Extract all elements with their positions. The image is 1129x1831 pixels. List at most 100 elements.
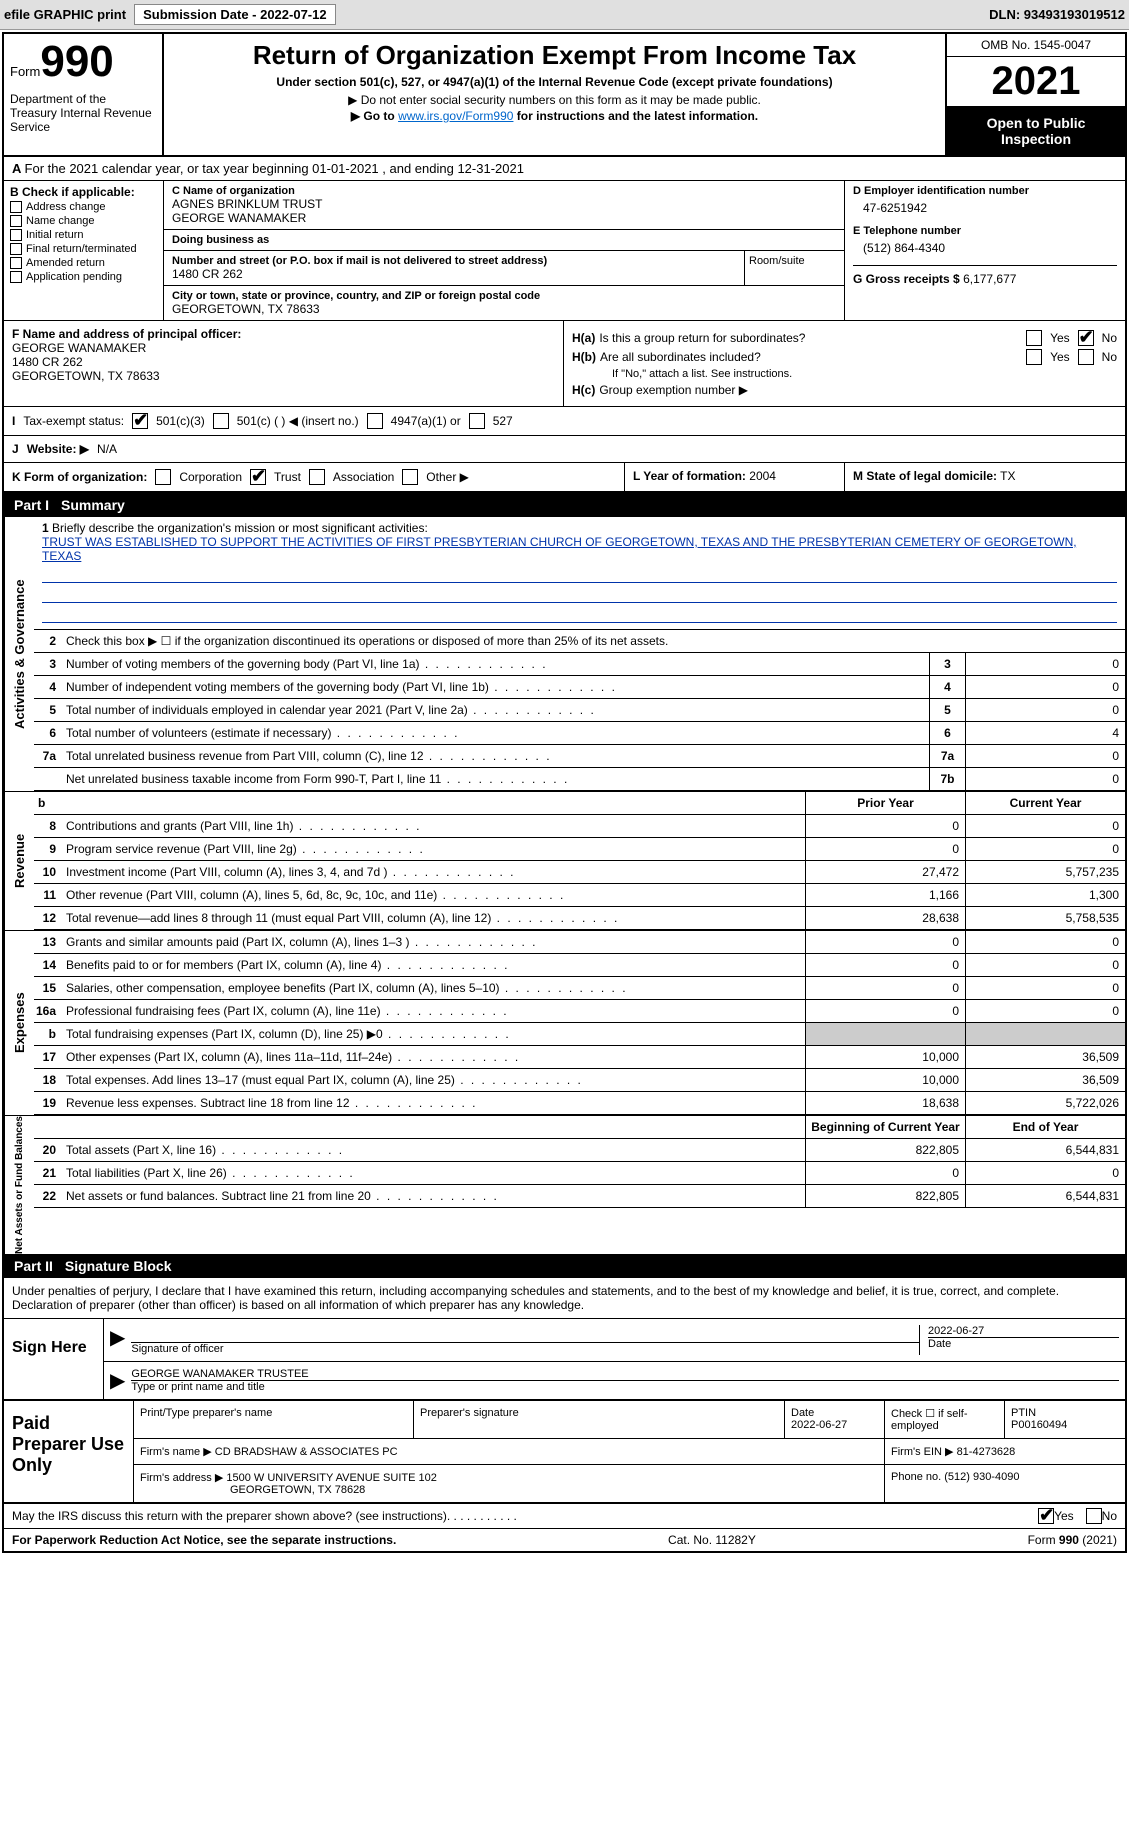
form-ref: Form 990 (2021) xyxy=(1028,1533,1117,1547)
activities-governance: Activities & Governance 1 Briefly descri… xyxy=(4,517,1125,791)
col-d: D Employer identification number 47-6251… xyxy=(845,181,1125,320)
col-h: H(a) Is this a group return for subordin… xyxy=(564,321,1125,406)
chk-trust[interactable] xyxy=(250,469,266,485)
chk-other[interactable] xyxy=(402,469,418,485)
part2-label: Part II xyxy=(14,1258,53,1274)
summary-line: bTotal fundraising expenses (Part IX, co… xyxy=(34,1023,1125,1046)
sign-here-section: Sign Here ▶ Signature of officer 2022-06… xyxy=(4,1319,1125,1401)
chk-4947[interactable] xyxy=(367,413,383,429)
open-public-badge: Open to Public Inspection xyxy=(947,107,1125,155)
ein-label: D Employer identification number xyxy=(853,185,1117,197)
mission-label: Briefly describe the organization's miss… xyxy=(52,521,428,535)
prep-name-label: Print/Type preparer's name xyxy=(134,1401,414,1438)
prep-phone-value: (512) 930-4090 xyxy=(944,1471,1019,1483)
col-l: L Year of formation: 2004 xyxy=(625,463,845,491)
summary-line: 8Contributions and grants (Part VIII, li… xyxy=(34,815,1125,838)
part1-label: Part I xyxy=(14,497,49,513)
header-mid: Return of Organization Exempt From Incom… xyxy=(164,34,945,155)
phone-label: E Telephone number xyxy=(853,225,1117,237)
header-right: OMB No. 1545-0047 2021 Open to Public In… xyxy=(945,34,1125,155)
prep-self-employed: Check ☐ if self-employed xyxy=(885,1401,1005,1438)
officer-city: GEORGETOWN, TX 78633 xyxy=(12,369,555,383)
form-word: Form xyxy=(10,64,40,79)
irs-link[interactable]: www.irs.gov/Form990 xyxy=(398,109,513,123)
summary-line: 12Total revenue—add lines 8 through 11 (… xyxy=(34,907,1125,930)
sig-officer-row: ▶ Signature of officer 2022-06-27 Date xyxy=(104,1319,1125,1362)
summary-line: 2Check this box ▶ ☐ if the organization … xyxy=(34,630,1125,653)
year-formation: 2004 xyxy=(749,469,776,483)
col-b-checkboxes: B Check if applicable: Address change Na… xyxy=(4,181,164,320)
chk-corp[interactable] xyxy=(155,469,171,485)
hc-label: H(c) xyxy=(572,383,595,397)
note-link: ▶ Go to www.irs.gov/Form990 for instruct… xyxy=(174,109,935,123)
summary-line: 22Net assets or fund balances. Subtract … xyxy=(34,1185,1125,1208)
hb-yes[interactable] xyxy=(1026,349,1042,365)
part2-title: Signature Block xyxy=(65,1258,172,1274)
efile-label: efile GRAPHIC print xyxy=(4,7,126,22)
submission-date-button[interactable]: Submission Date - 2022-07-12 xyxy=(134,4,336,25)
col-k: K Form of organization: Corporation Trus… xyxy=(4,463,625,491)
org-name-label: C Name of organization xyxy=(172,185,836,197)
omb-number: OMB No. 1545-0047 xyxy=(947,34,1125,57)
col-c: C Name of organization AGNES BRINKLUM TR… xyxy=(164,181,1125,320)
row-klm: K Form of organization: Corporation Trus… xyxy=(4,463,1125,493)
part1-title: Summary xyxy=(61,497,125,513)
chk-app-pending[interactable]: Application pending xyxy=(10,271,157,283)
chk-assoc[interactable] xyxy=(309,469,325,485)
dln-label: DLN: 93493193019512 xyxy=(989,7,1125,22)
ptin-value: P00160494 xyxy=(1011,1419,1067,1431)
hb-no[interactable] xyxy=(1078,349,1094,365)
firm-ein-label: Firm's EIN ▶ xyxy=(891,1446,954,1458)
side-gov: Activities & Governance xyxy=(4,517,34,791)
form-subtitle: Under section 501(c), 527, or 4947(a)(1)… xyxy=(174,75,935,89)
sig-name-row: ▶ GEORGE WANAMAKER TRUSTEE Type or print… xyxy=(104,1362,1125,1399)
irs-yes[interactable] xyxy=(1038,1508,1054,1524)
side-rev: Revenue xyxy=(4,792,34,930)
ha-label: H(a) xyxy=(572,331,595,345)
hb-row: H(b) Are all subordinates included? Yes … xyxy=(572,349,1117,365)
rev-col-header: b Prior Year Current Year xyxy=(34,792,1125,815)
firm-addr-value: 1500 W UNIVERSITY AVENUE SUITE 102 xyxy=(226,1472,437,1484)
form-title: Return of Organization Exempt From Incom… xyxy=(174,40,935,71)
chk-501c[interactable] xyxy=(213,413,229,429)
summary-line: 4Number of independent voting members of… xyxy=(34,676,1125,699)
summary-line: 5Total number of individuals employed in… xyxy=(34,699,1125,722)
sig-intro: Under penalties of perjury, I declare th… xyxy=(4,1278,1125,1319)
paid-preparer-section: Paid Preparer Use Only Print/Type prepar… xyxy=(4,1401,1125,1504)
note-pre: ▶ Go to xyxy=(351,109,398,123)
chk-527[interactable] xyxy=(469,413,485,429)
irs-discuss-question: May the IRS discuss this return with the… xyxy=(12,1509,447,1523)
summary-line: 17Other expenses (Part IX, column (A), l… xyxy=(34,1046,1125,1069)
prep-row-1: Print/Type preparer's name Preparer's si… xyxy=(134,1401,1125,1439)
chk-address-change[interactable]: Address change xyxy=(10,201,157,213)
prep-sig-label: Preparer's signature xyxy=(414,1401,785,1438)
summary-line: 6Total number of volunteers (estimate if… xyxy=(34,722,1125,745)
website-value: N/A xyxy=(97,442,117,456)
summary-line: Net unrelated business taxable income fr… xyxy=(34,768,1125,791)
firm-addr-label: Firm's address ▶ xyxy=(140,1472,223,1484)
chk-501c3[interactable] xyxy=(132,413,148,429)
summary-line: 11Other revenue (Part VIII, column (A), … xyxy=(34,884,1125,907)
summary-line: 10Investment income (Part VIII, column (… xyxy=(34,861,1125,884)
chk-initial-return[interactable]: Initial return xyxy=(10,229,157,241)
form-990: Form990 Department of the Treasury Inter… xyxy=(2,32,1127,1553)
row-a-tax-year: A For the 2021 calendar year, or tax yea… xyxy=(4,157,1125,181)
k-label: K Form of organization: xyxy=(12,470,147,484)
toolbar: efile GRAPHIC print Submission Date - 20… xyxy=(0,0,1129,30)
cat-number: Cat. No. 11282Y xyxy=(668,1533,756,1547)
sig-date-value: 2022-06-27 xyxy=(928,1325,1119,1337)
sig-date-label: Date xyxy=(928,1337,1119,1350)
chk-name-change[interactable]: Name change xyxy=(10,215,157,227)
ha-yes[interactable] xyxy=(1026,330,1042,346)
sign-here-label: Sign Here xyxy=(4,1319,104,1399)
prep-phone-label: Phone no. xyxy=(891,1471,941,1483)
expenses-section: Expenses 13Grants and similar amounts pa… xyxy=(4,930,1125,1115)
header-left: Form990 Department of the Treasury Inter… xyxy=(4,34,164,155)
irs-no[interactable] xyxy=(1086,1508,1102,1524)
sig-officer-label: Signature of officer xyxy=(131,1343,919,1355)
gross-value: 6,177,677 xyxy=(963,272,1016,286)
chk-final-return[interactable]: Final return/terminated xyxy=(10,243,157,255)
chk-amended[interactable]: Amended return xyxy=(10,257,157,269)
hc-text: Group exemption number ▶ xyxy=(599,383,748,397)
ha-no[interactable] xyxy=(1078,330,1094,346)
